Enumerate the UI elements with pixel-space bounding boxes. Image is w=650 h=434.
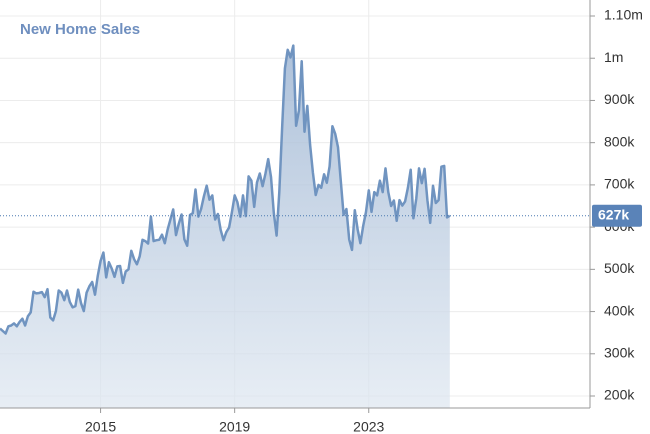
- y-tick-label: 300k: [604, 344, 635, 360]
- x-tick-label: 2015: [85, 419, 116, 434]
- y-tick-label: 400k: [604, 302, 635, 318]
- x-tick-label: 2023: [353, 419, 384, 434]
- y-tick-label: 800k: [604, 133, 635, 149]
- y-tick-label: 200k: [604, 387, 635, 403]
- y-tick-label: 500k: [604, 260, 635, 276]
- y-tick-label: 900k: [604, 91, 635, 107]
- line: [0, 44, 451, 335]
- last-value-label: 627k: [598, 206, 629, 222]
- plot: [0, 44, 451, 408]
- y-tick-label: 700k: [604, 176, 635, 192]
- area-fill: [0, 45, 450, 408]
- chart-title: New Home Sales: [20, 21, 140, 38]
- x-tick-label: 2019: [219, 419, 250, 434]
- last-value-box: [592, 204, 642, 227]
- y-tick-label: 1m: [604, 49, 623, 65]
- y-tick-label: 1.10m: [604, 7, 643, 23]
